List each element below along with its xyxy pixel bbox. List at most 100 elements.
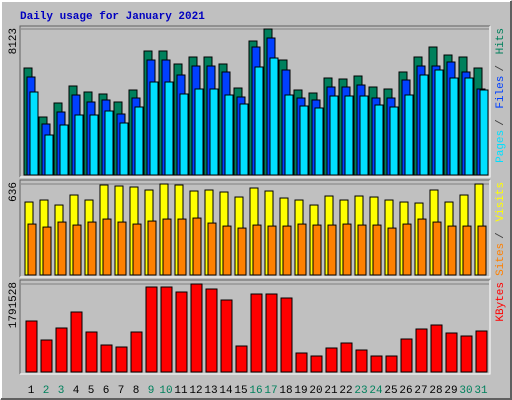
bar [344, 95, 354, 176]
bar [42, 226, 52, 276]
panel-light [20, 180, 491, 278]
x-tick-label: 31 [474, 385, 488, 397]
bar [357, 224, 367, 276]
x-tick-label: 16 [249, 385, 262, 397]
bar [192, 217, 202, 276]
x-tick-label: 6 [103, 385, 110, 397]
legend: Sites / Visits [495, 182, 507, 276]
bar [87, 221, 97, 276]
bar [115, 346, 128, 373]
bar [355, 349, 368, 373]
x-tick-label: 22 [339, 385, 352, 397]
bar [374, 104, 384, 176]
bar [59, 124, 69, 176]
x-tick-label: 28 [429, 385, 442, 397]
panel-shadow [19, 25, 490, 177]
bar [57, 221, 67, 276]
bar [29, 91, 39, 176]
panel-light [20, 26, 491, 178]
x-tick-label: 14 [219, 385, 233, 397]
x-tick-label: 18 [279, 385, 292, 397]
bar [209, 88, 219, 176]
bar [25, 320, 38, 373]
bar [179, 93, 189, 176]
legend-entry: KBytes [495, 282, 507, 322]
bar [160, 286, 173, 373]
bar [40, 339, 53, 373]
bar [207, 222, 217, 276]
x-tick-label: 26 [399, 385, 412, 397]
x-tick-label: 27 [414, 385, 427, 397]
legend-entry: Pages [495, 130, 507, 163]
x-tick-label: 8 [133, 385, 140, 397]
bar [222, 225, 232, 276]
bar [297, 223, 307, 276]
bar [239, 103, 249, 176]
bar [102, 218, 112, 276]
bar [89, 114, 99, 176]
bar [149, 81, 159, 176]
x-tick-label: 25 [384, 385, 397, 397]
bar [340, 342, 353, 373]
bar [130, 331, 143, 373]
legend-separator: / [495, 232, 507, 239]
bar [284, 94, 294, 176]
x-tick-label: 19 [294, 385, 307, 397]
y-tick-label: 8123 [8, 28, 20, 54]
y-tick-label: 1791528 [8, 282, 20, 328]
bar [342, 223, 352, 276]
x-tick-label: 1 [28, 385, 35, 397]
bar [449, 77, 459, 176]
bar [164, 81, 174, 176]
bar [325, 347, 338, 373]
bar [462, 225, 472, 276]
bar [280, 297, 293, 373]
bar [44, 134, 54, 176]
y-tick-label: 636 [8, 182, 20, 202]
x-tick-label: 7 [118, 385, 125, 397]
x-tick-label: 3 [58, 385, 65, 397]
x-tick-label: 5 [88, 385, 95, 397]
bar [404, 94, 414, 176]
legend-entry: Files [495, 76, 507, 109]
bar [104, 110, 114, 176]
bar [235, 345, 248, 373]
x-tick-label: 12 [189, 385, 202, 397]
panel-shadow [19, 179, 490, 277]
bar [74, 114, 84, 176]
x-tick-label: 17 [264, 385, 277, 397]
bar [432, 221, 442, 276]
bar [445, 332, 458, 373]
bar [254, 66, 264, 176]
bar [295, 352, 308, 373]
x-tick-label: 30 [459, 385, 472, 397]
bar [387, 227, 397, 276]
legend: Pages / Files / Hits [495, 28, 507, 163]
bar [267, 225, 277, 276]
bar [310, 355, 323, 373]
bar [55, 327, 68, 373]
x-tick-label: 11 [174, 385, 188, 397]
x-tick-label: 2 [43, 385, 50, 397]
x-tick-label: 20 [309, 385, 322, 397]
legend-entry: Visits [495, 182, 507, 222]
legend-entry: Sites [495, 243, 507, 276]
bar [117, 221, 127, 276]
bar [282, 225, 292, 276]
bar [415, 328, 428, 373]
bar [372, 224, 382, 276]
bar [464, 77, 474, 176]
legend-separator: / [495, 65, 507, 72]
legend: KBytes [495, 282, 507, 322]
x-tick-label: 13 [204, 385, 217, 397]
x-tick-label: 23 [354, 385, 367, 397]
bar [177, 218, 187, 276]
bar [250, 293, 263, 373]
x-tick-label: 10 [159, 385, 172, 397]
bar [329, 95, 339, 176]
bar [145, 286, 158, 373]
bar [134, 106, 144, 176]
bar [299, 105, 309, 176]
